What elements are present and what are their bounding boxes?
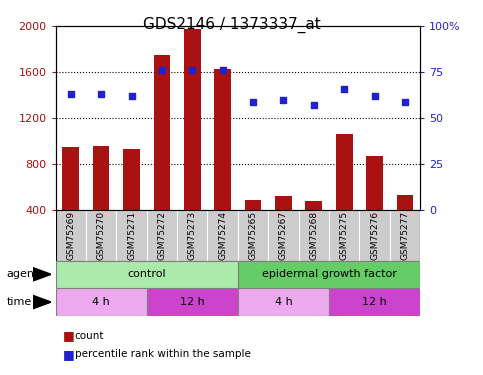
- Bar: [366, 156, 383, 256]
- Text: GSM75267: GSM75267: [279, 211, 288, 260]
- Text: ■: ■: [63, 348, 74, 361]
- Bar: [56, 288, 147, 316]
- Text: GSM75269: GSM75269: [66, 211, 75, 260]
- Bar: [329, 288, 420, 316]
- Point: [67, 91, 74, 97]
- Text: GDS2146 / 1373337_at: GDS2146 / 1373337_at: [143, 17, 321, 33]
- Point: [310, 102, 318, 108]
- Polygon shape: [33, 268, 51, 281]
- Bar: [62, 147, 79, 256]
- Bar: [238, 261, 420, 288]
- Bar: [359, 210, 390, 261]
- Text: percentile rank within the sample: percentile rank within the sample: [75, 350, 251, 359]
- Text: 4 h: 4 h: [275, 297, 292, 307]
- Bar: [238, 288, 329, 316]
- Bar: [329, 210, 359, 261]
- Bar: [397, 195, 413, 256]
- Bar: [123, 149, 140, 256]
- Text: epidermal growth factor: epidermal growth factor: [262, 269, 397, 279]
- Text: GSM75274: GSM75274: [218, 211, 227, 260]
- Text: 4 h: 4 h: [92, 297, 110, 307]
- Bar: [177, 210, 208, 261]
- Point: [128, 93, 135, 99]
- Bar: [390, 210, 420, 261]
- Bar: [268, 210, 298, 261]
- Text: GSM75265: GSM75265: [249, 211, 257, 260]
- Text: ■: ■: [63, 329, 74, 342]
- Bar: [93, 146, 110, 256]
- Text: GSM75271: GSM75271: [127, 211, 136, 260]
- Point: [280, 97, 287, 103]
- Point: [341, 86, 348, 92]
- Text: GSM75270: GSM75270: [97, 211, 106, 260]
- Text: GSM75275: GSM75275: [340, 211, 349, 260]
- Bar: [245, 200, 261, 256]
- Bar: [184, 28, 200, 256]
- Bar: [86, 210, 116, 261]
- Bar: [147, 288, 238, 316]
- Point: [97, 91, 105, 97]
- Point: [188, 68, 196, 74]
- Text: agent: agent: [6, 269, 39, 279]
- Bar: [336, 134, 353, 256]
- Text: control: control: [128, 269, 166, 279]
- Point: [158, 68, 166, 74]
- Point: [401, 99, 409, 105]
- Bar: [116, 210, 147, 261]
- Polygon shape: [33, 296, 51, 309]
- Bar: [208, 210, 238, 261]
- Bar: [147, 210, 177, 261]
- Point: [371, 93, 379, 99]
- Text: GSM75268: GSM75268: [309, 211, 318, 260]
- Point: [249, 99, 257, 105]
- Text: time: time: [6, 297, 31, 307]
- Bar: [275, 196, 292, 256]
- Bar: [56, 210, 86, 261]
- Bar: [56, 261, 238, 288]
- Bar: [305, 201, 322, 256]
- Text: GSM75277: GSM75277: [400, 211, 410, 260]
- Text: GSM75272: GSM75272: [157, 211, 167, 260]
- Point: [219, 68, 227, 74]
- Bar: [298, 210, 329, 261]
- Bar: [154, 55, 170, 256]
- Text: count: count: [75, 331, 104, 340]
- Text: GSM75276: GSM75276: [370, 211, 379, 260]
- Text: 12 h: 12 h: [362, 297, 387, 307]
- Bar: [214, 69, 231, 256]
- Text: 12 h: 12 h: [180, 297, 205, 307]
- Bar: [238, 210, 268, 261]
- Text: GSM75273: GSM75273: [188, 211, 197, 260]
